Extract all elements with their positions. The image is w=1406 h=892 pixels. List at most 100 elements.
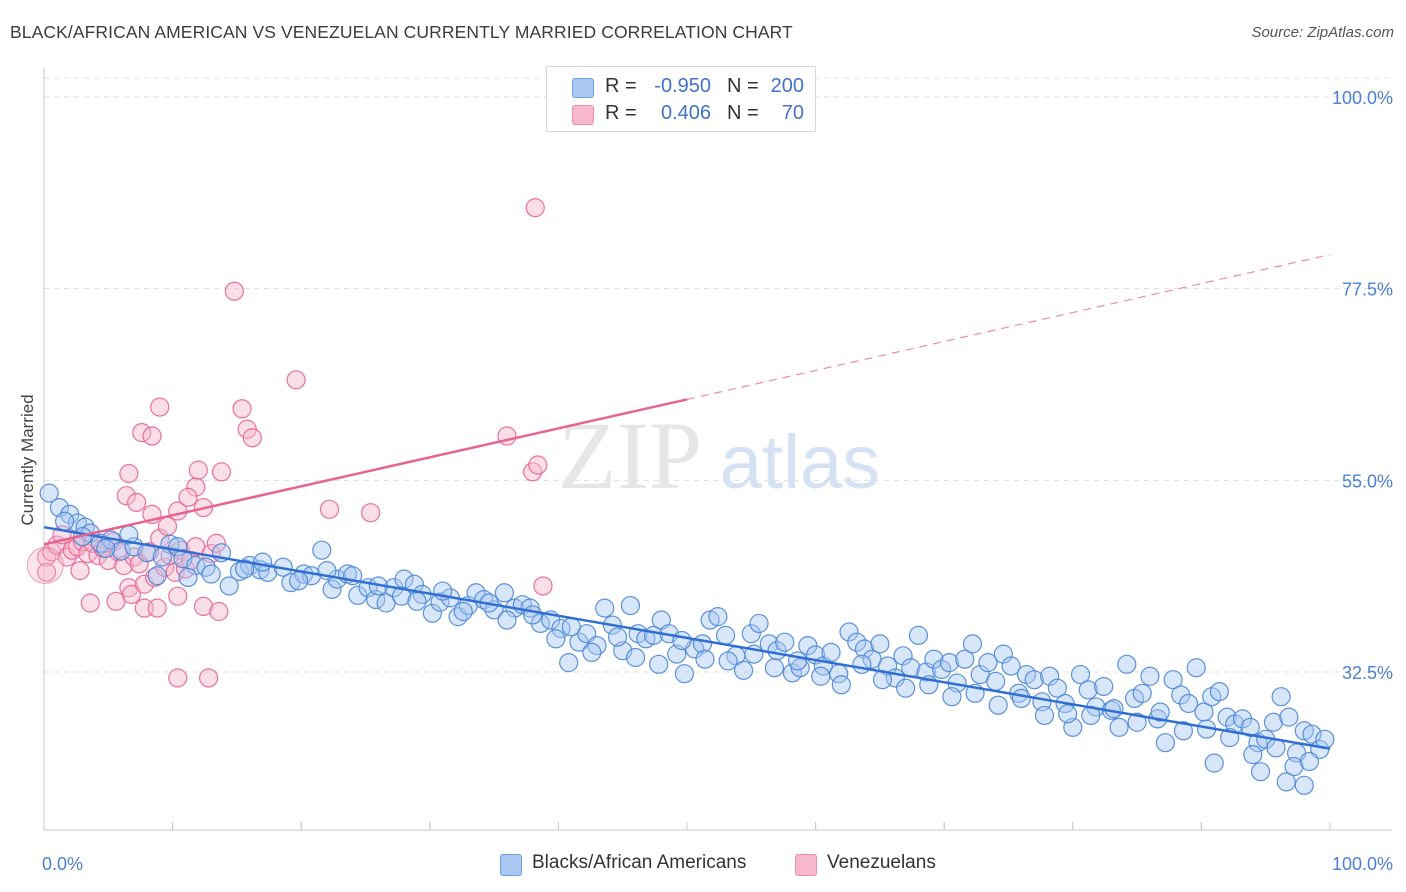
data-point — [1132, 683, 1152, 703]
data-point — [132, 423, 152, 443]
legend-r-label: R = — [605, 75, 637, 97]
data-point — [718, 651, 738, 671]
data-point — [1204, 753, 1224, 773]
data-point — [235, 559, 255, 579]
data-point — [224, 281, 244, 301]
data-point — [821, 642, 841, 663]
data-point — [70, 561, 90, 581]
data-point — [494, 583, 514, 603]
data-point — [407, 591, 427, 611]
gridlines — [44, 77, 1392, 673]
data-point — [1250, 762, 1271, 782]
watermark-zip: ZIP — [558, 402, 702, 509]
data-point — [607, 627, 628, 647]
data-point — [978, 653, 998, 673]
data-point — [749, 613, 769, 634]
data-point — [116, 486, 136, 506]
data-point — [150, 397, 170, 417]
data-point — [733, 660, 754, 680]
data-point — [1109, 717, 1129, 737]
data-point — [625, 647, 646, 668]
data-point — [201, 564, 221, 584]
watermark-atlas: atlas — [720, 420, 881, 505]
data-point — [988, 695, 1008, 715]
trend-line-venezuelans — [43, 398, 688, 546]
x-tick-label-max: 100.0% — [1332, 854, 1393, 874]
data-point — [142, 426, 162, 446]
data-point — [1127, 712, 1147, 732]
data-point — [559, 653, 579, 673]
data-point — [121, 584, 142, 605]
source-label: Source: ZipAtlas.com — [1251, 24, 1394, 41]
bottom-legend-label: Blacks/African Americans — [532, 852, 747, 873]
data-point — [523, 605, 543, 625]
trend-lines — [43, 254, 1331, 750]
data-point — [695, 649, 715, 669]
data-point — [1217, 707, 1237, 727]
data-point — [232, 399, 252, 419]
data-point — [80, 593, 100, 613]
data-point — [157, 516, 178, 536]
data-point — [893, 646, 913, 666]
data-point — [147, 598, 167, 618]
data-point — [708, 607, 728, 627]
data-point — [955, 649, 975, 669]
y-tick-label: 32.5% — [1342, 663, 1393, 683]
data-point — [1140, 666, 1160, 686]
data-point — [258, 562, 278, 582]
data-point — [178, 567, 198, 588]
data-point — [211, 462, 232, 482]
data-point — [96, 538, 116, 559]
data-point — [168, 668, 188, 688]
legend-r-label: R = — [605, 102, 637, 124]
data-point — [361, 503, 381, 523]
data-point — [896, 678, 916, 698]
bottom-legend-label: Venezuelans — [827, 852, 936, 873]
data-point — [1186, 658, 1206, 678]
y-tick-label: 77.5% — [1342, 280, 1393, 300]
legend-n-label: N = — [727, 75, 759, 97]
data-point — [525, 198, 545, 218]
legend-row-venezuelans: R = 0.406 N = 70 — [547, 102, 815, 130]
data-point — [119, 463, 139, 484]
watermark: ZIP atlas — [558, 402, 880, 509]
data-point — [674, 664, 695, 684]
data-point — [286, 370, 306, 390]
data-point — [1240, 717, 1260, 737]
data-point — [811, 666, 831, 686]
data-point — [1070, 664, 1091, 685]
data-point — [1040, 666, 1060, 686]
data-point — [111, 541, 131, 561]
data-point — [1150, 702, 1170, 722]
legend-swatch-pink — [572, 105, 594, 125]
data-point — [1024, 670, 1044, 690]
data-point — [422, 603, 442, 623]
data-point — [672, 630, 692, 651]
data-point — [1155, 733, 1175, 753]
data-point — [1271, 687, 1291, 707]
data-point — [1058, 704, 1078, 724]
data-point — [561, 617, 581, 637]
data-point — [1034, 705, 1055, 726]
legend-n-value: 70 — [781, 102, 804, 124]
chart-title: BLACK/AFRICAN AMERICAN VS VENEZUELAN CUR… — [10, 22, 793, 42]
data-point — [649, 654, 669, 674]
data-point — [209, 601, 229, 622]
data-point — [497, 610, 517, 630]
data-point — [242, 428, 262, 448]
data-point — [1011, 688, 1031, 709]
data-point — [1276, 772, 1296, 792]
y-tick-label: 55.0% — [1342, 471, 1393, 491]
data-point — [908, 625, 929, 645]
data-point — [1163, 670, 1183, 690]
data-point — [39, 483, 59, 503]
bottom-legend-swatch-pink — [795, 854, 817, 876]
tick-labels: 32.5% 55.0% 77.5% 100.0% 0.0% 100.0% — [42, 88, 1393, 874]
data-point — [319, 499, 340, 519]
data-point — [36, 562, 57, 582]
data-point — [391, 586, 412, 606]
data-point — [1078, 680, 1098, 700]
data-point — [219, 576, 239, 596]
data-point — [152, 547, 172, 567]
data-point — [533, 576, 553, 596]
